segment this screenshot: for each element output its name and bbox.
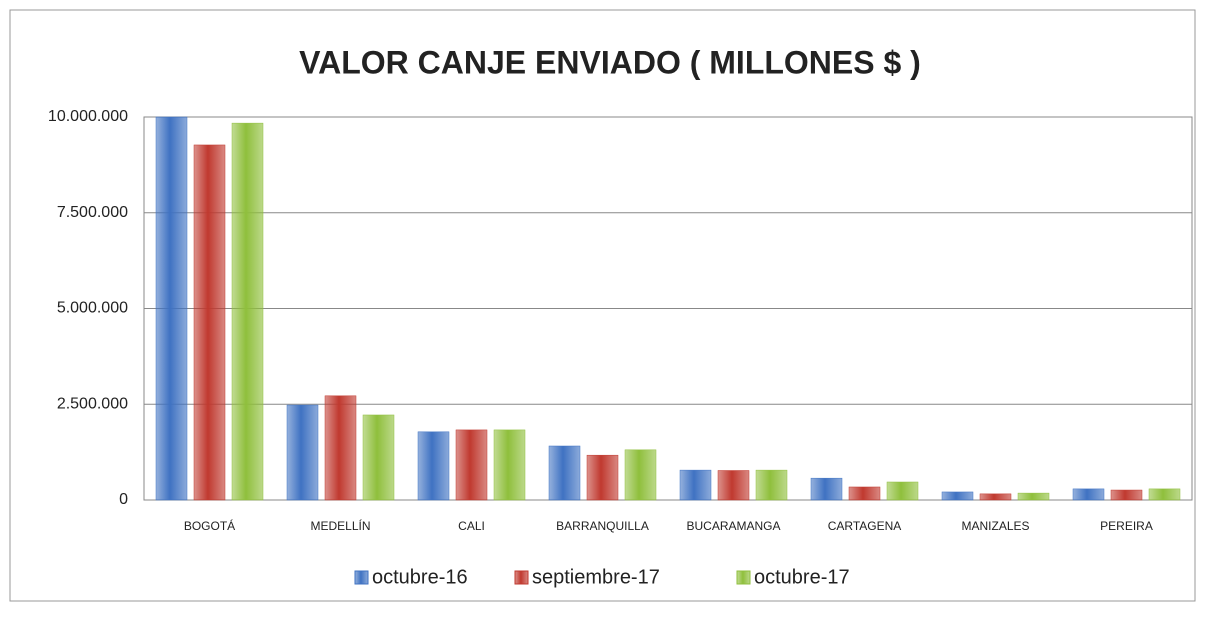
bar — [624, 449, 657, 501]
bar — [941, 491, 974, 501]
plot-area — [143, 116, 1193, 501]
legend-label: octubre-17 — [754, 566, 850, 588]
y-tick-label: 0 — [119, 491, 128, 508]
y-tick-label: 10.000.000 — [48, 108, 128, 125]
bar — [155, 116, 188, 501]
bar — [286, 404, 319, 501]
x-tick-label: BARRANQUILLA — [556, 519, 649, 533]
y-tick-label: 5.000.000 — [57, 300, 128, 317]
bar — [717, 470, 750, 501]
bar — [1017, 492, 1050, 501]
bar — [1110, 489, 1143, 501]
legend-label: septiembre-17 — [532, 566, 660, 588]
y-tick-label: 7.500.000 — [57, 204, 128, 221]
x-tick-label: CARTAGENA — [828, 519, 902, 533]
bar — [193, 144, 226, 501]
chart-border — [9, 9, 1196, 602]
x-tick-label: MEDELLÍN — [310, 518, 370, 533]
x-tick-label: BOGOTÁ — [184, 518, 235, 533]
y-tick-label: 2.500.000 — [57, 395, 128, 412]
bar — [324, 395, 357, 501]
bar — [848, 486, 881, 501]
bar — [886, 481, 919, 501]
x-tick-label: PEREIRA — [1100, 519, 1153, 533]
bar — [979, 493, 1012, 501]
bar — [455, 429, 488, 501]
bar — [417, 431, 450, 501]
x-tick-label: BUCARAMANGA — [686, 519, 780, 533]
legend-swatch — [736, 570, 751, 585]
bar — [586, 454, 619, 501]
bar — [1148, 488, 1181, 501]
bar — [548, 445, 581, 501]
bar — [1072, 488, 1105, 501]
bar — [493, 429, 526, 501]
bar — [231, 122, 264, 501]
chart-title: VALOR CANJE ENVIADO ( MILLONES $ ) — [299, 44, 921, 80]
bar — [362, 414, 395, 501]
bar — [755, 469, 788, 501]
x-tick-label: CALI — [458, 519, 485, 533]
x-tick-label: MANIZALES — [961, 519, 1029, 533]
legend-swatch — [514, 570, 529, 585]
legend-swatch — [354, 570, 369, 585]
bar — [679, 469, 712, 501]
bar — [810, 477, 843, 501]
legend-label: octubre-16 — [372, 566, 468, 588]
